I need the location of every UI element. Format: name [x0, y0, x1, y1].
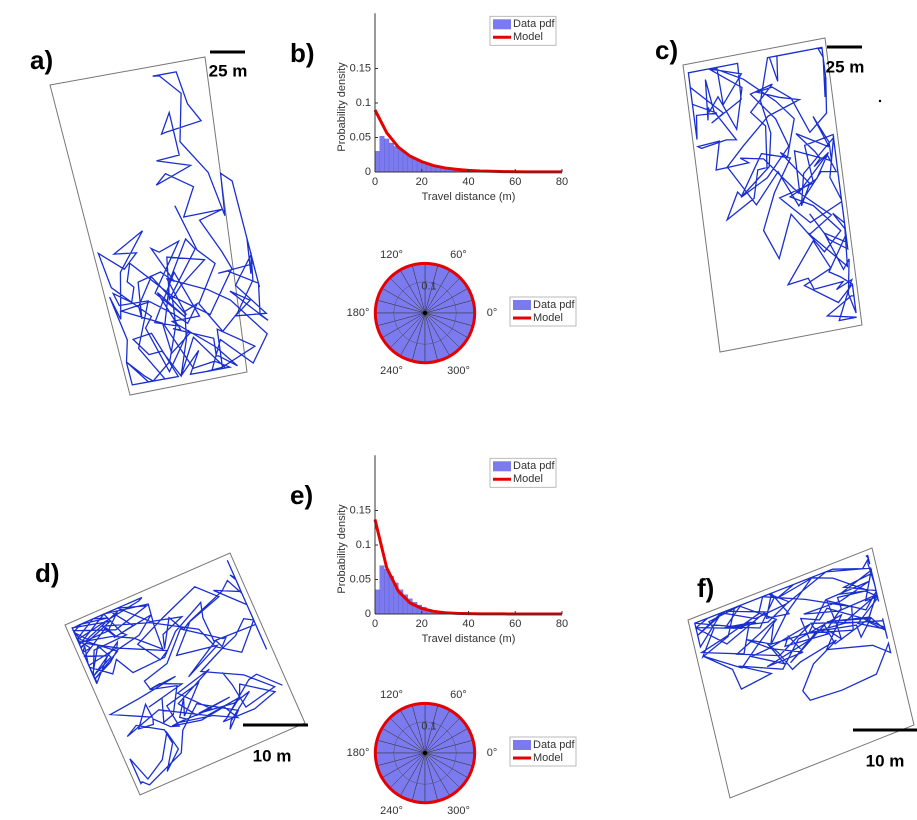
x-tick-label: 0: [372, 176, 378, 188]
bar: [384, 138, 390, 173]
x-axis-label: Travel distance (m): [422, 633, 516, 645]
y-tick-label: 0.05: [350, 573, 371, 585]
theta-tick-label: 240°: [380, 805, 403, 817]
x-tick-label: 80: [556, 618, 568, 630]
legend-swatch: [493, 19, 511, 30]
legend-label: Model: [513, 473, 543, 485]
panel-label: d): [35, 558, 60, 588]
arena-border: [682, 37, 863, 353]
model-circle: [373, 701, 477, 805]
theta-tick-label: 0°: [487, 747, 498, 759]
y-tick-label: 0.15: [350, 504, 371, 516]
arena-border: [64, 552, 306, 796]
theta-tick-label: 300°: [447, 805, 470, 817]
legend-label: Data pdf: [533, 739, 576, 751]
bar: [374, 589, 380, 615]
center: [423, 751, 427, 755]
x-tick-label: 40: [462, 176, 474, 188]
trajectory: [687, 46, 857, 322]
y-axis-label: Probability density: [336, 62, 348, 152]
y-tick-label: 0.1: [356, 539, 371, 551]
r-grid: [393, 721, 457, 785]
x-tick-label: 60: [509, 618, 521, 630]
bar: [379, 565, 385, 615]
r-tick-label: 0.1: [421, 721, 436, 733]
x-tick-label: 80: [556, 176, 568, 188]
bar: [374, 151, 380, 173]
model-circle: [373, 261, 477, 365]
legend-label: Model: [533, 752, 563, 764]
scale-bar-label: 25 m: [826, 57, 865, 76]
scale-bar-label: 25 m: [209, 61, 248, 80]
y-tick-label: 0.1: [356, 97, 371, 109]
legend-label: Data pdf: [513, 18, 556, 30]
legend-swatch: [513, 300, 531, 310]
x-tick-label: 60: [509, 176, 521, 188]
arena-border: [49, 56, 248, 396]
scale-bar-label: 10 m: [866, 751, 905, 770]
y-tick-label: 0: [365, 166, 371, 178]
trajectory: [71, 560, 283, 786]
legend-swatch: [493, 461, 511, 472]
trajectory: [97, 71, 269, 386]
trajectory: [693, 554, 892, 701]
legend-label: Data pdf: [513, 460, 556, 472]
panel-label: f): [697, 573, 714, 603]
r-tick-label: 0.1: [421, 281, 436, 293]
y-tick-label: 0.05: [350, 131, 371, 143]
x-tick-label: 0: [372, 618, 378, 630]
legend-label: Model: [533, 312, 563, 324]
theta-tick-label: 240°: [380, 365, 403, 377]
theta-tick-label: 60°: [450, 249, 467, 261]
x-tick-label: 40: [462, 618, 474, 630]
theta-tick-label: 300°: [447, 365, 470, 377]
scale-bar-label: 10 m: [253, 746, 292, 765]
y-tick-label: 0.15: [350, 62, 371, 74]
arena-border: [687, 547, 915, 799]
x-axis-label: Travel distance (m): [422, 191, 516, 203]
bar: [398, 149, 404, 173]
panel-label: b): [290, 38, 315, 68]
y-tick-label: 0: [365, 608, 371, 620]
theta-tick-label: 0°: [487, 307, 498, 319]
dot: [878, 99, 882, 103]
legend-label: Data pdf: [533, 299, 576, 311]
theta-tick-label: 180°: [347, 307, 370, 319]
center: [423, 311, 427, 315]
theta-tick-label: 120°: [380, 249, 403, 261]
panel-label: c): [655, 35, 678, 65]
x-tick-label: 20: [416, 618, 428, 630]
theta-tick-label: 180°: [347, 747, 370, 759]
bar: [388, 142, 394, 173]
x-tick-label: 20: [416, 176, 428, 188]
bar: [379, 135, 385, 173]
panel-label: e): [290, 480, 313, 510]
r-grid: [393, 281, 457, 345]
theta-tick-label: 60°: [450, 689, 467, 701]
theta-tick-label: 120°: [380, 689, 403, 701]
bar: [384, 569, 390, 615]
panel-label: a): [30, 45, 53, 75]
legend-label: Model: [513, 31, 543, 43]
bar: [393, 146, 399, 173]
y-axis-label: Probability density: [336, 504, 348, 594]
legend-swatch: [513, 740, 531, 750]
